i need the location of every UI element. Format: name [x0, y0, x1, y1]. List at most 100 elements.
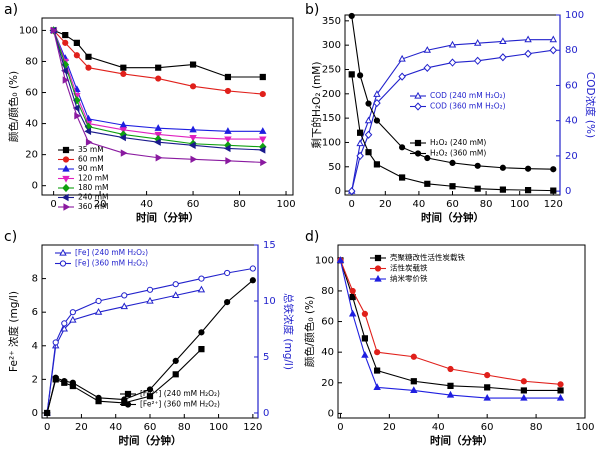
x-tick-label: 20: [383, 422, 396, 433]
y-tick-label: 60: [25, 88, 38, 99]
y2-tick-label: 0: [565, 186, 571, 197]
y2-axis-label: 总铁浓度 (mg/l): [282, 293, 295, 370]
y2-tick-label: 60: [565, 80, 578, 91]
legend-marker: [61, 193, 69, 202]
y-tick-label: 6: [32, 307, 38, 318]
marker: [73, 39, 80, 46]
series-line: [339, 260, 561, 399]
x-tick-label: 20: [379, 199, 392, 210]
legend-marker: [414, 91, 422, 99]
marker: [549, 35, 557, 43]
legend-marker: [63, 203, 71, 211]
y2-tick-label: 80: [565, 45, 578, 56]
plot-frame: [337, 244, 586, 419]
plot-frame: [41, 17, 294, 196]
marker: [499, 53, 507, 62]
marker: [146, 386, 154, 393]
marker: [524, 49, 532, 58]
marker: [154, 131, 162, 139]
y-tick-label: 100: [315, 255, 334, 266]
legend-marker: [414, 150, 422, 157]
marker: [349, 293, 356, 301]
x-tick-label: 60: [187, 199, 200, 210]
marker: [484, 384, 491, 391]
marker: [550, 166, 557, 173]
y-axis-label: 颜色/颜色₀ (%): [303, 296, 316, 367]
y-tick-label: 150: [322, 113, 341, 124]
marker: [172, 291, 180, 298]
marker: [424, 154, 431, 162]
y2-tick-label: 20: [565, 151, 578, 162]
legend-label: [Fe] (240 mM H₂O₂): [75, 248, 148, 257]
legend-marker: [374, 274, 382, 282]
marker: [361, 310, 369, 317]
marker: [449, 183, 456, 190]
marker: [356, 139, 364, 147]
y2-tick-label: 5: [263, 352, 269, 363]
x-tick-label: 0: [44, 422, 50, 433]
marker: [155, 154, 163, 162]
legend-label: 纳米零价铁: [390, 273, 428, 283]
x-tick-label: 20: [75, 422, 88, 433]
x-tick-label: 40: [140, 199, 153, 210]
x-tick-label: 0: [349, 199, 355, 210]
series-line: [351, 49, 554, 192]
marker: [73, 52, 80, 59]
marker: [146, 393, 154, 400]
legend-label: [Fe] (360 mM H₂O₂): [75, 259, 148, 268]
marker: [188, 141, 196, 150]
marker: [62, 76, 70, 84]
y-tick-label: 2: [32, 374, 38, 385]
marker: [154, 138, 161, 146]
marker: [61, 378, 68, 385]
legend-marker: [414, 139, 422, 147]
y-axis-label: Fe²⁺ 浓度 (mg/l): [7, 291, 20, 372]
marker: [72, 104, 80, 112]
marker: [155, 64, 162, 71]
y-tick-label: 4: [32, 341, 38, 352]
marker: [85, 53, 92, 60]
marker: [448, 58, 457, 67]
marker: [69, 309, 76, 316]
marker: [259, 136, 267, 144]
marker: [60, 324, 68, 332]
marker: [520, 387, 527, 394]
marker: [146, 296, 154, 304]
marker: [348, 309, 357, 317]
legend-marker: [124, 401, 132, 408]
marker: [524, 165, 532, 172]
x-axis-label: 时间（分钟）: [421, 211, 484, 224]
marker: [474, 185, 481, 192]
y-tick-label: 300: [322, 40, 341, 51]
marker: [349, 287, 356, 294]
marker: [448, 40, 457, 48]
marker: [447, 365, 454, 373]
marker: [499, 37, 507, 44]
marker: [249, 265, 256, 272]
marker: [258, 146, 266, 154]
legend-marker: [62, 164, 70, 172]
marker: [347, 187, 356, 196]
marker: [520, 378, 527, 385]
legend-marker: [59, 248, 67, 256]
y2-tick-label: 40: [565, 116, 578, 127]
x-tick-label: 120: [243, 422, 262, 433]
marker: [61, 320, 68, 327]
marker: [399, 144, 406, 151]
marker: [399, 174, 406, 181]
y-tick-label: 100: [19, 25, 38, 36]
marker: [520, 393, 528, 401]
marker: [44, 409, 51, 416]
marker: [410, 353, 417, 360]
x-tick-label: 40: [109, 422, 122, 433]
x-tick-label: 60: [446, 199, 459, 210]
x-axis-label: 时间（分钟）: [136, 211, 199, 224]
y2-tick-label: 0: [263, 408, 269, 419]
legend-marker: [62, 146, 70, 154]
marker: [550, 187, 557, 194]
marker: [259, 127, 267, 134]
legend-label: 240 mM: [78, 193, 108, 202]
marker: [556, 393, 565, 401]
marker: [424, 180, 431, 187]
